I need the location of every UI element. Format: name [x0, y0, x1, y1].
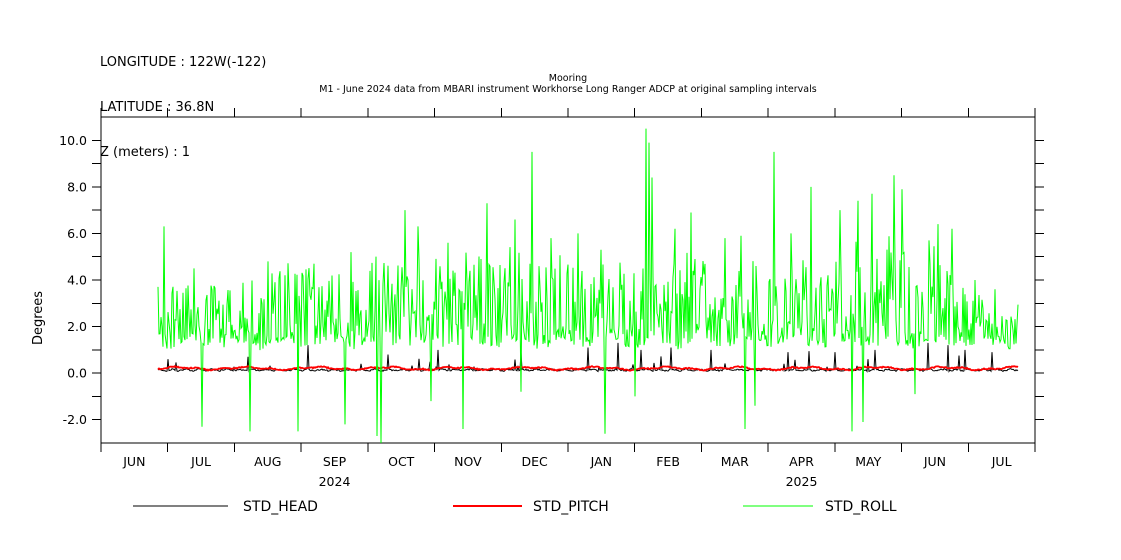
depth-text: Z (meters) : 1 — [100, 145, 190, 160]
legend-label-std_pitch: STD_PITCH — [533, 499, 609, 515]
y-tick-label: 10.0 — [59, 133, 87, 148]
legend: STD_HEAD STD_PITCH STD_ROLL — [133, 499, 897, 515]
x-month-label: NOV — [454, 454, 482, 469]
y-tick-label: 6.0 — [67, 226, 87, 241]
y-tick-label: 8.0 — [67, 179, 87, 194]
x-month-label: JUN — [923, 454, 946, 469]
series-std_head-line — [157, 342, 1019, 373]
y-tick-label: 0.0 — [67, 366, 87, 381]
x-year-label: 2024 — [319, 474, 351, 489]
title-block: Mooring M1 - June 2024 data from MBARI i… — [101, 73, 1035, 95]
y-tick-label: 4.0 — [67, 273, 87, 288]
chart-subtitle: M1 - June 2024 data from MBARI instrumen… — [319, 84, 817, 95]
chart-title: Mooring — [548, 73, 588, 84]
x-month-label: JAN — [590, 454, 612, 469]
x-month-label: SEP — [323, 454, 347, 469]
series-layer — [157, 128, 1019, 444]
axes-layer: -2.0 0.0 2.0 4.0 6.0 8.0 10.0 JUN JUL AUG SEP OCT NO… — [59, 108, 1044, 489]
x-month-label: OCT — [388, 454, 415, 469]
legend-label-std_roll: STD_ROLL — [825, 499, 897, 515]
x-month-label: AUG — [254, 454, 281, 469]
x-month-label: JUL — [190, 454, 211, 469]
series-std_roll-line — [157, 128, 1019, 444]
x-year-label: 2025 — [786, 474, 818, 489]
longitude-text: LONGITUDE : 122W(-122) — [100, 55, 267, 70]
latitude-text: LATITUDE : 36.8N — [100, 100, 215, 115]
x-month-label: MAR — [721, 454, 749, 469]
x-month-label: FEB — [656, 454, 680, 469]
legend-label-std_head: STD_HEAD — [243, 499, 318, 515]
x-month-label: JUN — [122, 454, 145, 469]
x-month-label: MAY — [855, 454, 881, 469]
y-tick-label: 2.0 — [67, 319, 87, 334]
x-month-label: DEC — [522, 454, 549, 469]
x-month-label: APR — [789, 454, 814, 469]
x-month-label: JUL — [991, 454, 1012, 469]
y-tick-label: -2.0 — [63, 412, 87, 427]
y-axis-label: Degrees — [31, 291, 46, 345]
series-std_pitch-line — [157, 364, 1019, 372]
location-header: LONGITUDE : 122W(-122) LATITUDE : 36.8N … — [100, 25, 266, 190]
